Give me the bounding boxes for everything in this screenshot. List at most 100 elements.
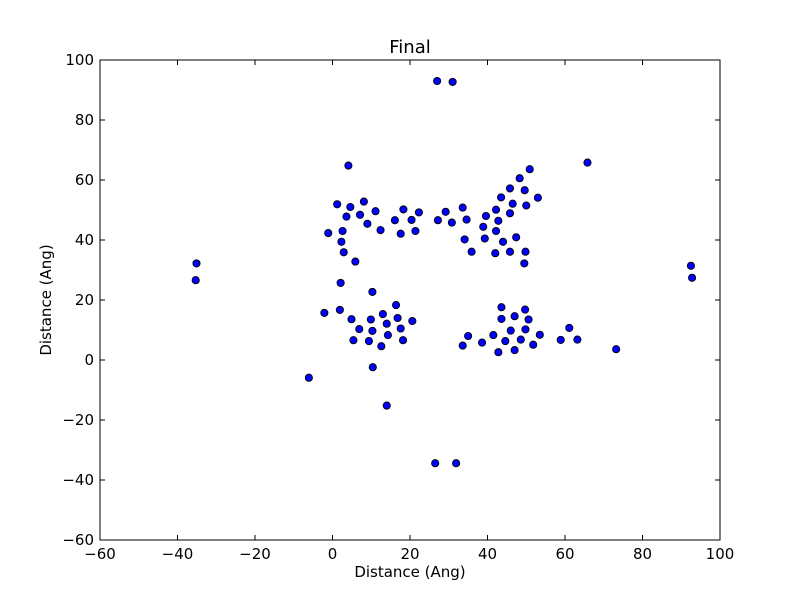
- data-point: [491, 226, 501, 236]
- data-point: [497, 314, 506, 323]
- data-point: [520, 186, 529, 195]
- data-point: [344, 161, 353, 170]
- data-point: [520, 259, 529, 268]
- data-point: [383, 331, 392, 340]
- data-point: [510, 346, 519, 355]
- data-point: [460, 235, 469, 244]
- data-point: [556, 335, 565, 344]
- data-point: [363, 219, 372, 228]
- data-point: [480, 234, 489, 243]
- data-point: [347, 315, 356, 324]
- data-point: [497, 193, 506, 202]
- data-point: [506, 326, 515, 335]
- y-axis-label: Distance (Ang): [37, 244, 55, 355]
- data-point: [364, 337, 373, 346]
- data-point: [346, 202, 355, 212]
- data-point: [349, 336, 358, 345]
- data-point: [396, 324, 405, 333]
- y-tick-label: 40: [75, 231, 94, 249]
- x-tick-label: −20: [239, 545, 271, 563]
- data-point: [414, 208, 423, 217]
- data-point: [399, 205, 408, 214]
- data-point: [390, 216, 399, 225]
- data-point: [359, 197, 368, 206]
- data-point: [505, 209, 515, 218]
- data-point: [408, 316, 417, 326]
- data-point: [533, 193, 542, 202]
- data-point: [489, 331, 498, 340]
- axis-ticks: −60 −40 −20 0 20 40 60 80 100 −60 −40 −20 0 20 40 60 80 1…: [62, 51, 734, 563]
- data-point: [505, 184, 515, 193]
- data-point: [467, 247, 476, 256]
- data-point: [498, 237, 508, 246]
- data-point: [522, 201, 531, 210]
- data-point: [524, 315, 533, 324]
- y-tick-label: 100: [65, 51, 94, 69]
- data-point: [512, 233, 521, 242]
- data-point: [368, 363, 377, 372]
- data-point: [447, 218, 456, 227]
- y-tick-label: −60: [62, 531, 94, 549]
- x-tick-label: 20: [400, 545, 419, 563]
- data-point: [377, 342, 386, 351]
- data-point: [612, 345, 621, 354]
- data-point: [521, 305, 530, 314]
- chart-title: Final: [389, 37, 430, 58]
- data-point: [320, 308, 329, 317]
- y-tick-label: 0: [84, 351, 94, 369]
- data-point: [521, 325, 530, 334]
- plot-area: [99, 59, 721, 541]
- data-point: [462, 215, 471, 224]
- data-point: [396, 229, 405, 238]
- data-point: [505, 247, 515, 256]
- data-point: [378, 310, 387, 319]
- data-point: [494, 216, 503, 225]
- data-point: [452, 459, 461, 468]
- data-point: [497, 303, 506, 312]
- x-tick-label: 0: [328, 545, 338, 563]
- data-point: [481, 211, 491, 221]
- data-point: [688, 273, 697, 282]
- data-point: [573, 335, 582, 344]
- data-point: [393, 313, 402, 323]
- x-tick-label: 60: [555, 545, 574, 563]
- data-point: [508, 199, 517, 208]
- data-point: [458, 341, 467, 350]
- data-point: [448, 77, 457, 86]
- data-point: [529, 340, 538, 349]
- data-point: [515, 174, 524, 183]
- data-point: [491, 205, 501, 214]
- x-tick-label: 80: [633, 545, 652, 563]
- data-point: [382, 401, 391, 410]
- data-point: [525, 165, 534, 174]
- data-point: [535, 330, 544, 339]
- data-point: [337, 237, 346, 246]
- data-point: [192, 259, 201, 268]
- data-point: [368, 326, 377, 335]
- data-point: [191, 276, 200, 285]
- data-point: [510, 312, 519, 321]
- data-point: [336, 278, 345, 287]
- data-point: [368, 287, 377, 296]
- data-point: [339, 248, 348, 257]
- data-point: [411, 226, 420, 236]
- data-point: [583, 158, 592, 167]
- data-point: [686, 261, 695, 270]
- data-point: [407, 215, 416, 224]
- data-point: [565, 323, 574, 332]
- data-point: [335, 305, 344, 314]
- x-tick-label: 40: [478, 545, 497, 563]
- data-point: [355, 210, 365, 219]
- data-point: [371, 207, 380, 216]
- y-tick-label: 80: [75, 111, 94, 129]
- y-tick-label: −40: [62, 471, 94, 489]
- data-point: [333, 200, 342, 209]
- data-point: [391, 301, 401, 310]
- data-points: [191, 76, 697, 468]
- data-point: [433, 216, 442, 225]
- data-point: [478, 338, 487, 347]
- y-tick-label: 20: [75, 291, 94, 309]
- data-point: [398, 336, 408, 345]
- data-point: [382, 319, 391, 328]
